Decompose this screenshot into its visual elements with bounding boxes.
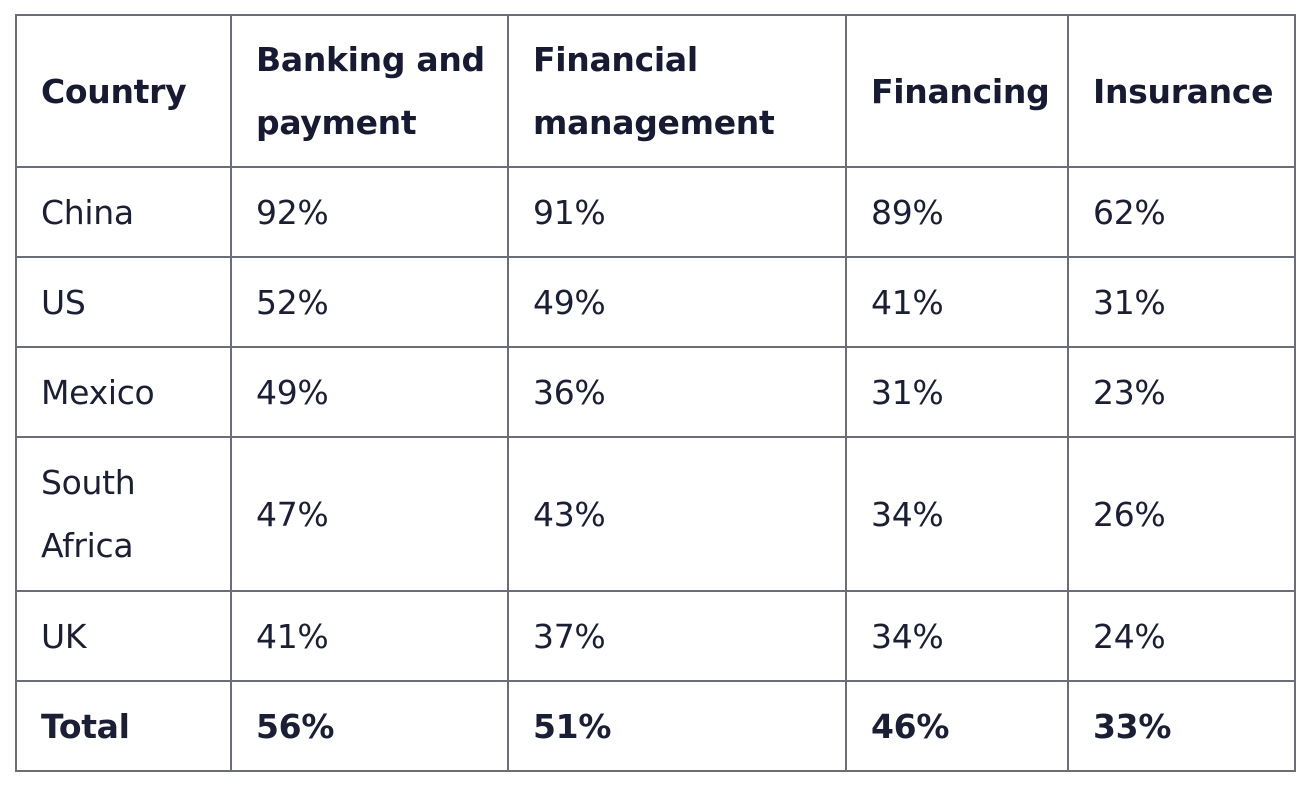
cell-country: UK <box>15 590 232 682</box>
header-financial-management: Financial management <box>507 14 847 168</box>
cell-financial-management: 43% <box>507 436 847 592</box>
cell-financial-management: 91% <box>507 166 847 258</box>
cell-banking-and-payment: 47% <box>230 436 509 592</box>
table-row-mexico: Mexico 49% 36% 31% 23% <box>15 346 1296 438</box>
header-insurance: Insurance <box>1067 14 1296 168</box>
cell-country: Mexico <box>15 346 232 438</box>
header-financing: Financing <box>845 14 1069 168</box>
table-header-row: Country Banking and payment Financial ma… <box>15 14 1296 168</box>
cell-financing: 31% <box>845 346 1069 438</box>
cell-financial-management: 36% <box>507 346 847 438</box>
cell-banking-and-payment: 52% <box>230 256 509 348</box>
cell-insurance: 31% <box>1067 256 1296 348</box>
cell-banking-and-payment: 49% <box>230 346 509 438</box>
cell-financial-management: 49% <box>507 256 847 348</box>
total-banking-and-payment: 56% <box>230 680 509 772</box>
header-country: Country <box>15 14 232 168</box>
cell-financial-management: 37% <box>507 590 847 682</box>
cell-financing: 89% <box>845 166 1069 258</box>
cell-insurance: 23% <box>1067 346 1296 438</box>
table-row-uk: UK 41% 37% 34% 24% <box>15 590 1296 682</box>
table-row-us: US 52% 49% 41% 31% <box>15 256 1296 348</box>
header-banking-and-payment: Banking and payment <box>230 14 509 168</box>
cell-country: China <box>15 166 232 258</box>
adoption-table-container: Country Banking and payment Financial ma… <box>15 14 1296 772</box>
cell-financing: 34% <box>845 436 1069 592</box>
table-row-total: Total 56% 51% 46% 33% <box>15 680 1296 772</box>
cell-banking-and-payment: 92% <box>230 166 509 258</box>
total-label: Total <box>15 680 232 772</box>
cell-insurance: 24% <box>1067 590 1296 682</box>
cell-insurance: 26% <box>1067 436 1296 592</box>
cell-banking-and-payment: 41% <box>230 590 509 682</box>
cell-insurance: 62% <box>1067 166 1296 258</box>
total-insurance: 33% <box>1067 680 1296 772</box>
adoption-table: Country Banking and payment Financial ma… <box>15 14 1296 772</box>
total-financial-management: 51% <box>507 680 847 772</box>
cell-country: South Africa <box>15 436 232 592</box>
total-financing: 46% <box>845 680 1069 772</box>
table-row-south-africa: South Africa 47% 43% 34% 26% <box>15 436 1296 592</box>
cell-financing: 34% <box>845 590 1069 682</box>
cell-country: US <box>15 256 232 348</box>
table-row-china: China 92% 91% 89% 62% <box>15 166 1296 258</box>
cell-financing: 41% <box>845 256 1069 348</box>
